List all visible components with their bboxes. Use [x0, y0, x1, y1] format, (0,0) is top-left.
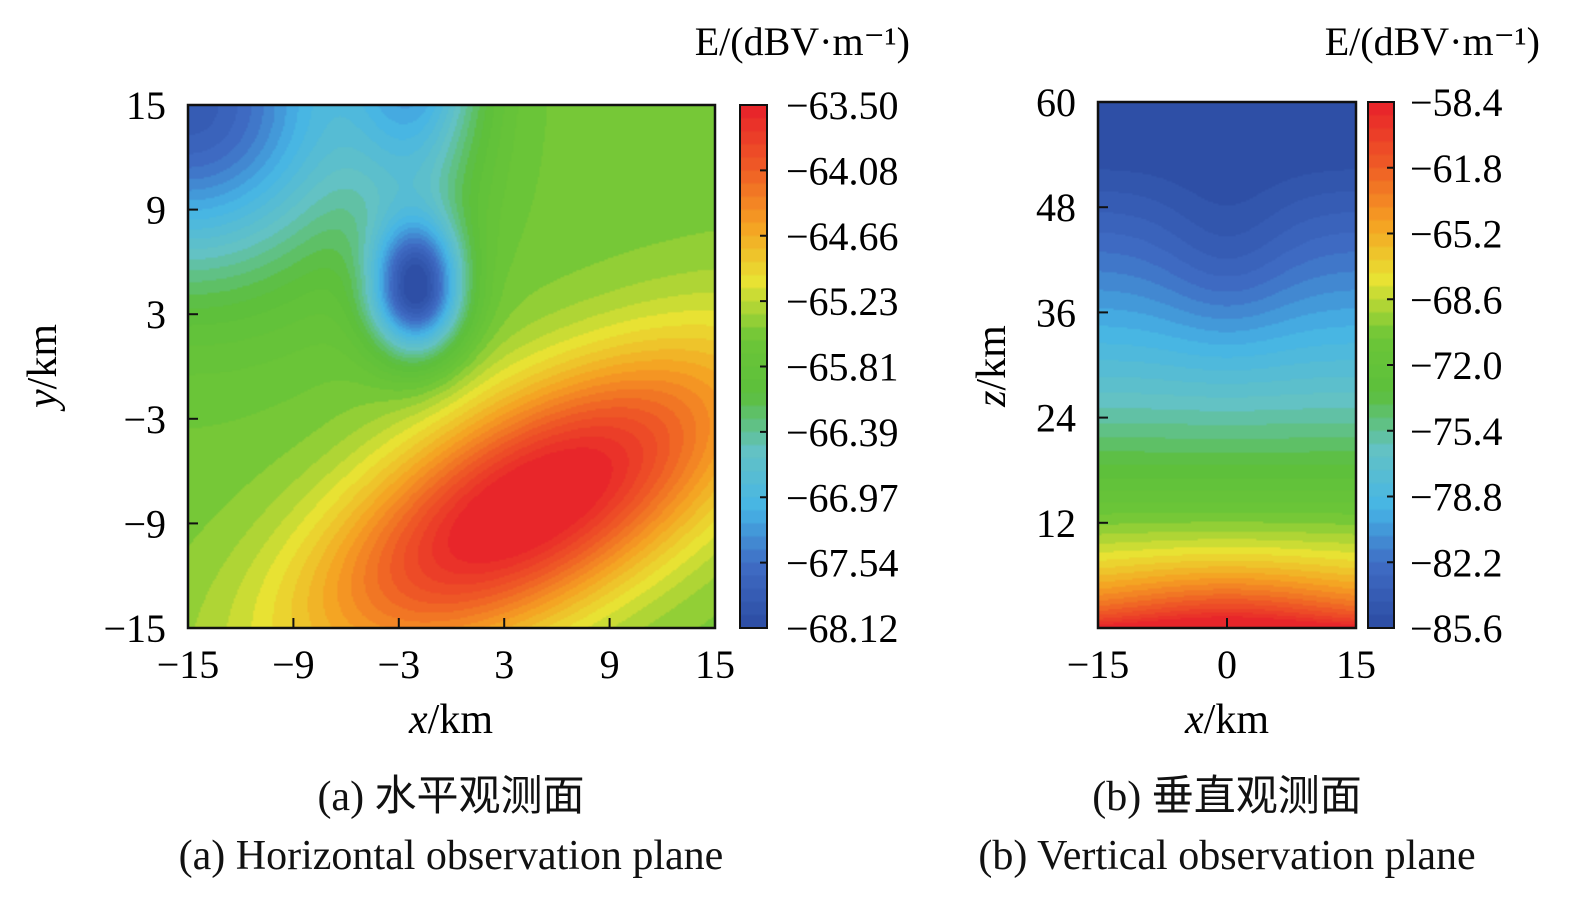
colorbar-tick-label-a: −64.66	[786, 214, 899, 259]
x-axis-label-a: x/km	[408, 697, 493, 743]
x-tick-label-a: 15	[695, 642, 735, 687]
y-tick-label-a: −9	[123, 501, 166, 546]
colorbar-unit-a: E/(dBV·m⁻¹)	[695, 19, 910, 64]
colorbar-tick-label-a: −68.12	[786, 606, 899, 651]
x-axis-var-a: x	[408, 697, 428, 743]
x-tick-label-a: −9	[272, 642, 315, 687]
colorbar-tick-label-a: −66.39	[786, 410, 899, 455]
caption-a-en: (a) Horizontal observation plane	[178, 833, 724, 879]
y-tick-label-a: −15	[103, 606, 166, 651]
panel-a: −15 −9 −3 3 9 15 15 9 3 −3 −9 −15 x/km y/km −63.50…	[20, 19, 910, 743]
colorbar-tick-label-b: −82.2	[1410, 540, 1503, 585]
panel-b: −15 0 15 60 48 36 24 12 x/km z/km −58.4 −61.8 −6…	[969, 19, 1540, 743]
colorbar-unit-b: E/(dBV·m⁻¹)	[1325, 19, 1540, 64]
plot-frame-a	[186, 103, 717, 630]
y-tick-label-b: 12	[1036, 501, 1076, 546]
caption-b-en: (b) Vertical observation plane	[978, 833, 1476, 879]
y-tick-label-b: 36	[1036, 290, 1076, 335]
y-tick-label-b: 48	[1036, 185, 1076, 230]
y-axis-unit-a: /km	[20, 324, 66, 390]
caption-b-cn: (b) 垂直观测面	[1092, 774, 1362, 820]
colorbar-tick-label-b: −61.8	[1410, 146, 1503, 191]
colorbar-tick-label-a: −65.81	[786, 345, 899, 390]
colorbar-tick-label-b: −65.2	[1410, 212, 1503, 257]
colorbar-tick-label-a: −66.97	[786, 475, 899, 520]
y-tick-label-b: 24	[1036, 396, 1076, 441]
heatmap-b	[1098, 102, 1356, 628]
colorbar-tick-label-b: −78.8	[1410, 475, 1503, 520]
y-tick-label-a: 3	[146, 292, 166, 337]
x-axis-var-b: x	[1184, 697, 1204, 743]
y-ticks-b: 60 48 36 24 12	[1036, 80, 1108, 546]
x-ticks-b: −15 0 15	[1067, 618, 1376, 687]
colorbar-tick-label-a: −64.08	[786, 148, 899, 193]
y-tick-label-a: −3	[123, 397, 166, 442]
y-axis-var-b: z	[969, 390, 1015, 407]
y-axis-label-a: y/km	[20, 324, 66, 412]
x-tick-label-a: −3	[378, 642, 421, 687]
y-axis-var-a: y	[20, 389, 66, 412]
colorbar-tick-label-a: −65.23	[786, 279, 899, 324]
x-tick-label-a: −15	[157, 642, 220, 687]
x-ticks-a: −15 −9 −3 3 9 15	[157, 618, 735, 687]
x-tick-label-a: 3	[494, 642, 514, 687]
colorbar-ticks-b: −58.4 −61.8 −65.2 −68.6 −72.0 −75.4 −78.8 −82.2…	[1387, 80, 1503, 651]
colorbar-tick-label-b: −75.4	[1410, 409, 1503, 454]
colorbar-tick-label-a: −67.54	[786, 541, 899, 586]
y-axis-unit-b: /km	[969, 325, 1015, 391]
x-tick-label-b: −15	[1067, 642, 1130, 687]
colorbar-tick-label-b: −68.6	[1410, 277, 1503, 322]
x-tick-label-b: 0	[1217, 642, 1237, 687]
y-tick-label-b: 60	[1036, 80, 1076, 125]
colorbar-tick-label-a: −63.50	[786, 83, 899, 128]
x-axis-unit-a: /km	[428, 697, 494, 743]
heatmap-a	[188, 105, 715, 628]
x-tick-label-b: 15	[1336, 642, 1376, 687]
y-axis-label-b: z/km	[969, 325, 1015, 408]
y-tick-label-a: 15	[126, 83, 166, 128]
colorbar-a: −63.50 −64.08 −64.66 −65.23 −65.81 −66.39 −66.…	[695, 19, 910, 651]
colorbar-ticks-a: −63.50 −64.08 −64.66 −65.23 −65.81 −66.39 −66.…	[760, 83, 899, 651]
x-axis-label-b: x/km	[1184, 697, 1269, 743]
y-ticks-a: 15 9 3 −3 −9 −15	[103, 83, 198, 651]
x-tick-label-a: 9	[600, 642, 620, 687]
colorbar-tick-label-b: −72.0	[1410, 343, 1503, 388]
colorbar-tick-label-b: −58.4	[1410, 80, 1503, 125]
x-axis-unit-b: /km	[1204, 697, 1270, 743]
colorbar-tick-label-b: −85.6	[1410, 606, 1503, 651]
colorbar-b: −58.4 −61.8 −65.2 −68.6 −72.0 −75.4 −78.8 −82.2…	[1325, 19, 1540, 651]
caption-a-cn: (a) 水平观测面	[317, 774, 585, 820]
y-tick-label-a: 9	[146, 188, 166, 233]
